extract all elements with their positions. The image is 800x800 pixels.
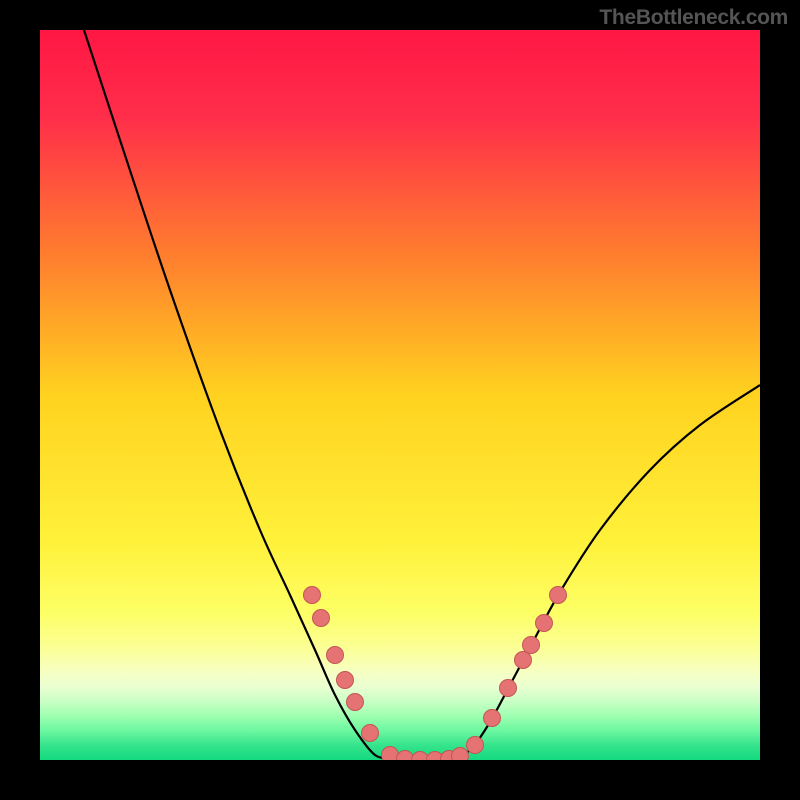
chart-svg [0,0,800,800]
data-marker [337,672,354,689]
data-marker [304,587,321,604]
data-marker [484,710,501,727]
data-marker [412,752,429,769]
data-marker [536,615,553,632]
gradient-background [40,30,760,760]
chart-canvas: TheBottleneck.com [0,0,800,800]
data-marker [515,652,532,669]
data-marker [347,694,364,711]
data-marker [327,647,344,664]
data-marker [467,737,484,754]
watermark-text: TheBottleneck.com [599,6,788,30]
data-marker [452,748,469,765]
data-marker [397,751,414,768]
data-marker [550,587,567,604]
data-marker [523,637,540,654]
data-marker [500,680,517,697]
data-marker [313,610,330,627]
data-marker [362,725,379,742]
data-marker [382,747,399,764]
